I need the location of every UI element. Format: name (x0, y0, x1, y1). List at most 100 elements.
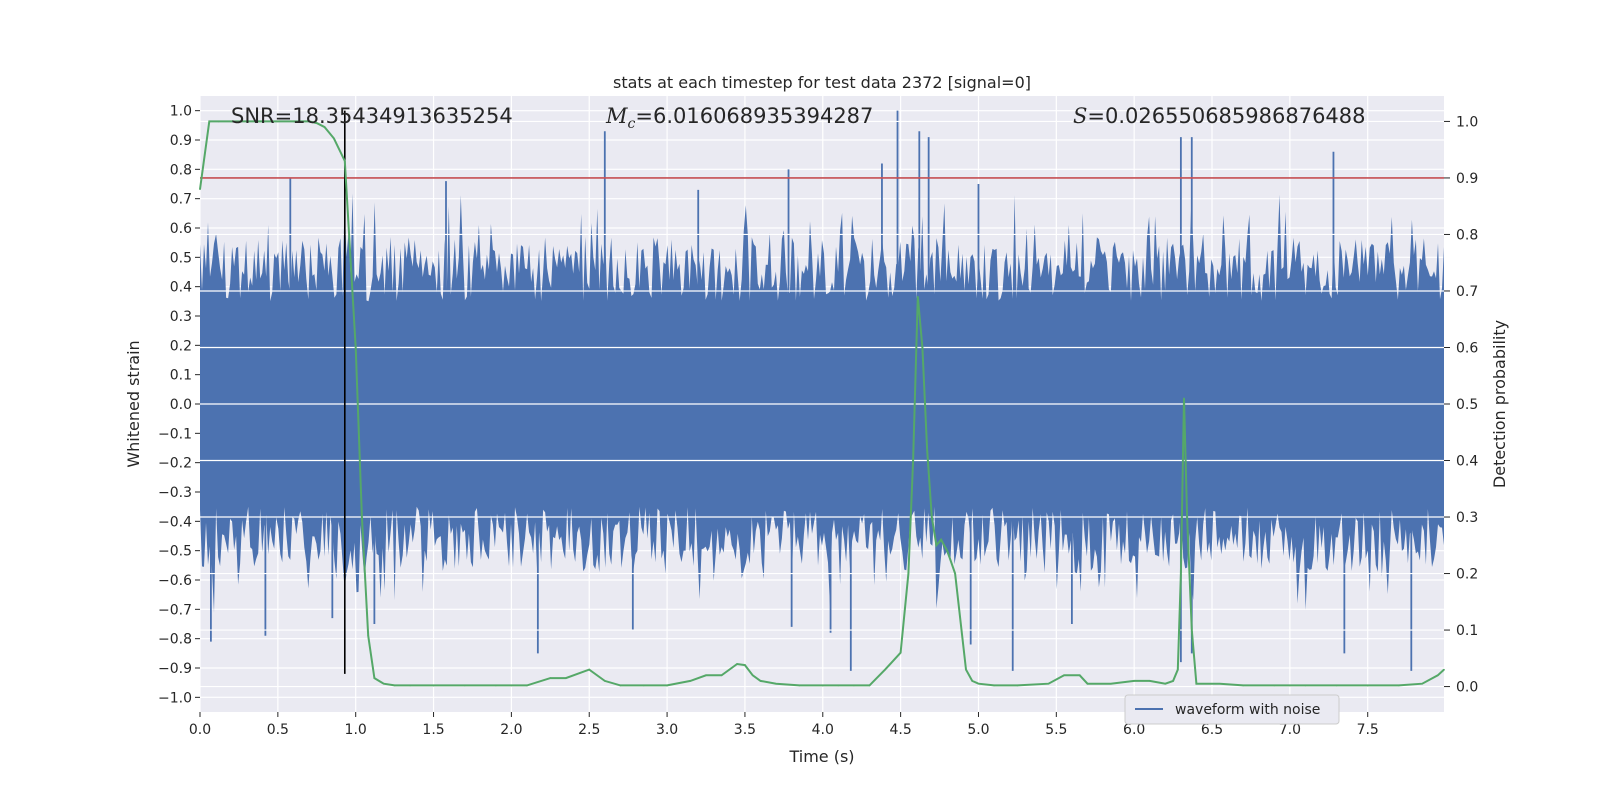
probability-point (1335, 684, 1338, 687)
probability-point (1063, 674, 1065, 677)
probability-point (526, 684, 528, 687)
mc-symbol: M (605, 104, 628, 128)
probability-point (245, 120, 248, 123)
x-tick-label: 2.0 (500, 722, 522, 738)
probability-point (884, 668, 886, 671)
probability-point (907, 572, 910, 575)
y-axis-ticks: −1.0 −0.9 −0.8 −0.7 −0.6 −0.5 −0.4 −0.3 −0.2 −0.1… (158, 104, 200, 706)
probability-point (744, 664, 746, 666)
y-tick-label: 0.3 (170, 309, 192, 325)
probability-point (1398, 684, 1400, 687)
probability-point (463, 684, 466, 687)
probability-point (940, 538, 942, 541)
y-axis-label: Whitened strain (124, 340, 143, 467)
x-tick-label: 3.5 (734, 722, 756, 738)
probability-point (1203, 682, 1206, 685)
legend-label: waveform with noise (1175, 702, 1320, 718)
y2-tick-label: 0.7 (1456, 284, 1478, 300)
y-tick-label: 0.6 (170, 221, 192, 237)
y2-tick-label: 1.0 (1456, 114, 1478, 130)
y2-tick-label: 0.4 (1456, 454, 1478, 470)
probability-point (1304, 684, 1307, 687)
probability-point (495, 684, 497, 687)
probability-point (705, 674, 707, 677)
y-tick-label: 1.0 (170, 104, 192, 120)
probability-point (946, 550, 949, 552)
probability-point (343, 160, 346, 162)
y-tick-label: −0.5 (158, 544, 192, 560)
probability-point (261, 120, 264, 123)
probability-point (798, 684, 801, 687)
probability-point (1195, 682, 1198, 685)
x-tick-label: 4.5 (889, 722, 911, 738)
probability-point (199, 188, 201, 191)
probability-point (1176, 668, 1179, 671)
probability-point (619, 684, 622, 687)
probability-point (382, 682, 385, 685)
probability-point (393, 684, 396, 687)
x-axis-label: Time (s) (788, 747, 854, 766)
probability-point (642, 684, 645, 687)
probability-point (308, 120, 310, 123)
y2-axis-ticks: 0.0 0.1 0.2 0.3 0.4 0.5 0.6 0.7 0.8 0.9 1.0 (1444, 114, 1478, 696)
probability-point (916, 295, 919, 298)
y-tick-label: −0.7 (158, 602, 192, 618)
probability-point (751, 674, 754, 677)
probability-point (1016, 684, 1019, 687)
y-tick-label: 0.4 (170, 280, 192, 296)
probability-point (588, 668, 591, 671)
mc-subscript: c (628, 116, 636, 132)
probability-point (1094, 682, 1097, 685)
x-tick-label: 5.5 (1045, 722, 1067, 738)
probability-point (292, 120, 295, 123)
probability-point (323, 126, 326, 128)
probability-point (977, 682, 980, 685)
y2-tick-label: 0.9 (1456, 171, 1478, 187)
probability-point (1110, 682, 1112, 685)
probability-point (1133, 680, 1135, 682)
probability-point (1436, 674, 1439, 677)
y-tick-label: 0.5 (170, 250, 192, 266)
y2-tick-label: 0.5 (1456, 397, 1478, 413)
x-tick-label: 1.0 (345, 722, 367, 738)
probability-point (1172, 680, 1174, 682)
annotation-snr: SNR=18.35434913635254 (231, 104, 513, 128)
probability-point (736, 663, 738, 665)
probability-point (277, 120, 279, 123)
y-tick-label: 0.8 (170, 162, 192, 178)
y-tick-label: 0.2 (170, 338, 192, 354)
probability-point (1190, 629, 1193, 631)
probability-point (921, 346, 924, 349)
probability-point (1183, 397, 1185, 400)
probability-point (971, 680, 974, 682)
probability-point (853, 684, 855, 687)
waveform-band (200, 193, 1444, 613)
probability-point (1218, 682, 1221, 685)
chart-title: stats at each timestep for test data 237… (613, 73, 1031, 92)
probability-point (1273, 684, 1276, 687)
x-tick-label: 4.0 (812, 722, 834, 738)
probability-point (930, 516, 933, 518)
probability-point (899, 651, 902, 654)
probability-point (565, 677, 567, 679)
annotation-s: S=0.026550685986876488 (1073, 104, 1366, 128)
x-tick-label: 3.0 (656, 722, 678, 738)
probability-point (868, 684, 871, 687)
probability-point (409, 684, 411, 687)
y-tick-label: −0.4 (158, 514, 192, 530)
probability-point (1047, 682, 1050, 685)
probability-point (954, 572, 956, 575)
probability-point (432, 684, 435, 687)
y-tick-label: −0.2 (158, 456, 192, 472)
probability-point (315, 122, 318, 124)
probability-point (549, 677, 552, 679)
x-tick-label: 7.0 (1279, 722, 1301, 738)
probability-point (217, 120, 220, 123)
probability-point (837, 684, 840, 687)
probability-point (1164, 682, 1167, 685)
x-axis-ticks: 0.0 0.5 1.0 1.5 2.0 2.5 3.0 3.5 4.0 4.5 5.0 5.5 6.0 6… (189, 712, 1379, 738)
probability-point (1180, 572, 1182, 575)
x-tick-label: 2.5 (578, 722, 600, 738)
probability-point (1148, 680, 1151, 682)
